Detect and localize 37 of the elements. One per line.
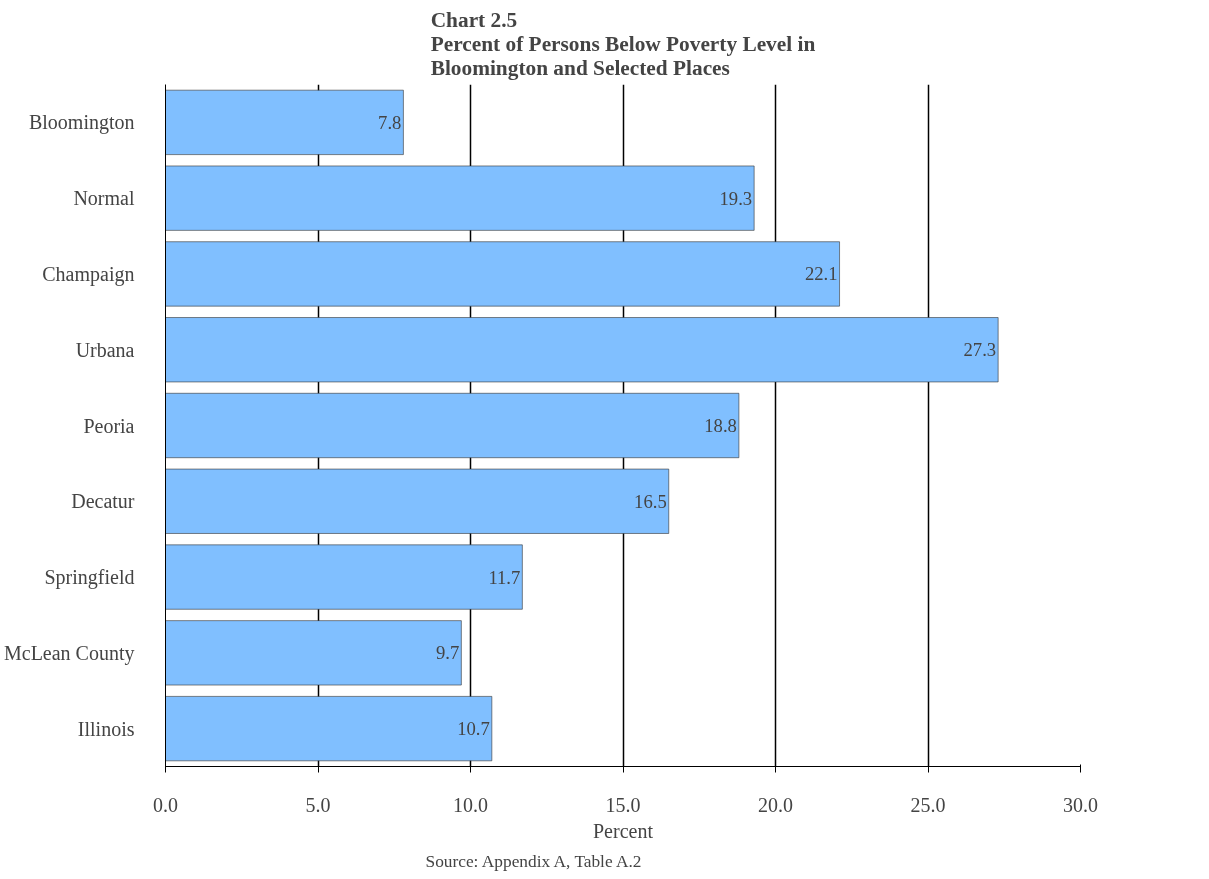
- data-label: 11.7: [488, 566, 521, 588]
- data-label: 27.3: [963, 339, 997, 361]
- data-label: 16.5: [634, 490, 667, 512]
- y-tick-label: Champaign: [42, 262, 135, 286]
- y-tick-label: Peoria: [83, 414, 135, 437]
- bar: [165, 544, 523, 610]
- bar: [165, 317, 999, 383]
- x-tick-label: 25.0: [910, 793, 946, 816]
- x-tick-label: 30.0: [1063, 793, 1098, 816]
- y-tick-label: Normal: [73, 187, 135, 210]
- y-tick-label: Urbana: [75, 338, 135, 361]
- data-label: 18.8: [704, 415, 737, 436]
- y-tick-label: Decatur: [71, 490, 135, 513]
- data-label: 19.3: [719, 187, 753, 209]
- chart-title: Chart 2.5 Percent of Persons Below Poverty Level in Bloomington and Selected Places: [430, 7, 816, 80]
- bar: [165, 89, 404, 155]
- data-label: 7.8: [378, 111, 402, 133]
- y-tick-label: Bloomington: [28, 111, 135, 135]
- y-tick-label: Illinois: [77, 717, 135, 740]
- bar: [165, 468, 670, 534]
- source-note: Source: Appendix A, Table A.2: [425, 851, 642, 871]
- y-tick-label: Springfield: [44, 566, 135, 590]
- data-label: 10.7: [457, 718, 490, 740]
- x-axis-title: Percent: [593, 819, 654, 842]
- x-tick-label: 0.0: [153, 793, 178, 816]
- data-label: 9.7: [436, 642, 460, 664]
- y-tick-label: McLean County: [3, 641, 135, 665]
- x-tick-label: 15.0: [605, 793, 641, 816]
- bar: [165, 392, 740, 459]
- data-label: 22.1: [804, 263, 838, 285]
- bar: [165, 696, 493, 762]
- x-tick-label: 20.0: [758, 793, 793, 816]
- x-tick-label: 10.0: [453, 793, 488, 816]
- x-tick-label: 5.0: [305, 793, 331, 816]
- bar: [165, 241, 840, 307]
- bar: [165, 165, 755, 231]
- bar: [165, 620, 462, 686]
